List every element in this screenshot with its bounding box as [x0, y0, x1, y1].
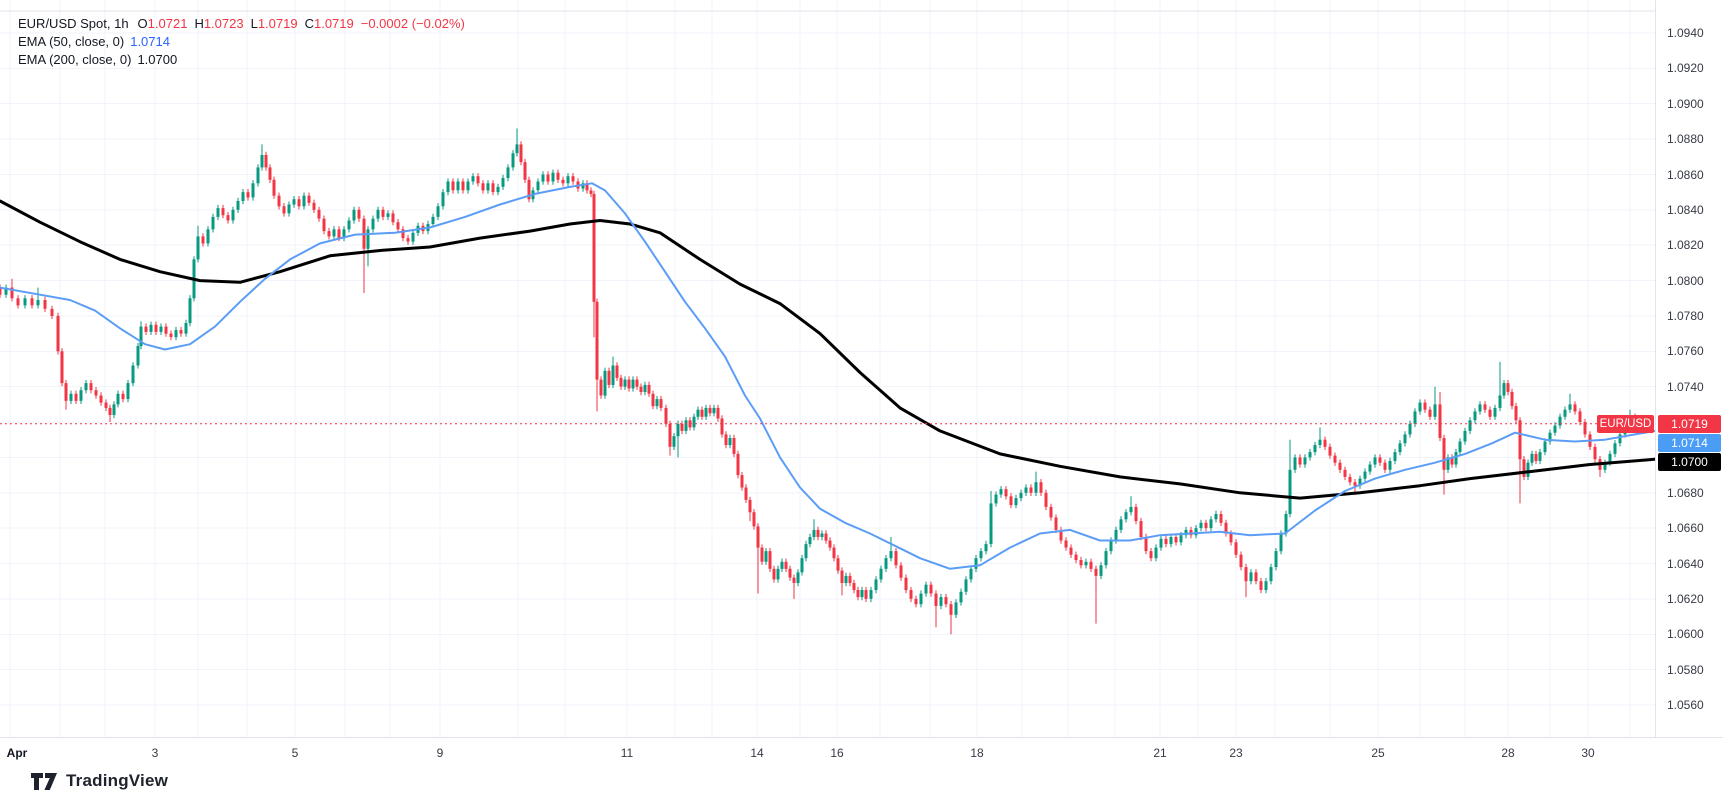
symbol-title: EUR/USD Spot, 1h — [18, 16, 129, 31]
candlestick-chart-canvas[interactable] — [0, 0, 1655, 737]
price-axis-label: 1.0900 — [1667, 96, 1704, 111]
price-axis-label: 1.0780 — [1667, 308, 1704, 323]
ema50-value: 1.0714 — [130, 34, 170, 49]
time-axis-label: 28 — [1501, 745, 1515, 760]
time-axis-label: 5 — [291, 745, 299, 760]
price-axis-label: 1.0940 — [1667, 26, 1704, 40]
time-axis-label: 14 — [750, 745, 764, 760]
open-value: 1.0721 — [147, 16, 188, 31]
price-axis-label: 1.0820 — [1667, 238, 1704, 253]
price-axis-label: 1.0920 — [1667, 61, 1704, 76]
low-value: 1.0719 — [257, 16, 298, 31]
close-label: C — [304, 16, 314, 31]
last-price-price-badge: 1.0719 — [1658, 414, 1721, 433]
ema200-price-badge: 1.0700 — [1658, 452, 1721, 471]
time-axis-label: 18 — [970, 745, 984, 760]
price-axis-label: 1.0800 — [1667, 273, 1704, 288]
time-axis-label: 25 — [1371, 745, 1385, 760]
price-axis-label: 1.0840 — [1667, 202, 1704, 217]
time-axis-label: Apr — [6, 745, 28, 760]
price-axis-label: 1.0740 — [1667, 379, 1704, 394]
ema200-line[interactable] — [0, 199, 1655, 500]
price-axis-label: 1.0560 — [1667, 698, 1704, 712]
time-axis-label: 11 — [620, 745, 634, 760]
ema200-value: 1.0700 — [137, 52, 178, 67]
price-axis-label: 1.0600 — [1667, 627, 1704, 642]
tradingview-attribution-text: TradingView — [66, 771, 169, 790]
legend-ema50-row[interactable]: EMA (50, close, 0) 1.0714 — [18, 33, 465, 51]
high-label: H — [194, 16, 204, 31]
price-axis-label: 1.0620 — [1667, 591, 1704, 606]
ema50-title: EMA (50, close, 0) — [18, 34, 125, 49]
time-axis-label: 9 — [436, 745, 444, 760]
legend-symbol-row[interactable]: EUR/USD Spot, 1h O1.0721 H1.0723 L1.0719 C1.… — [18, 15, 465, 33]
symbol-badge-text: EUR/USD — [1599, 417, 1652, 430]
time-axis-label: 21 — [1153, 745, 1167, 760]
time-axis-label: 30 — [1581, 745, 1595, 760]
legend-ema200-row[interactable]: EMA (200, close, 0) 1.0700 — [18, 51, 465, 69]
change-value: −0.0002 (−0.02%) — [360, 16, 465, 31]
chart-plot-area[interactable]: EUR/USD Spot, 1h O1.0721 H1.0723 L1.0719 C1.… — [0, 0, 1655, 737]
low-label: L — [250, 16, 258, 31]
candles-layer — [0, 128, 1654, 635]
open-label: O — [137, 16, 148, 31]
price-axis-label: 1.0760 — [1667, 344, 1704, 359]
price-axis-label: 1.0640 — [1667, 556, 1704, 571]
chart-legend: EUR/USD Spot, 1h O1.0721 H1.0723 L1.0719 C1.… — [18, 15, 465, 69]
price-axis-label: 1.0860 — [1667, 167, 1704, 182]
price-axis-label: 1.0880 — [1667, 132, 1704, 147]
price-axis-label: 1.0680 — [1667, 485, 1704, 500]
tradingview-logo-icon — [31, 772, 57, 790]
last-price-symbol-badge: EUR/USD — [1597, 414, 1654, 433]
ema200-title: EMA (200, close, 0) — [18, 52, 132, 67]
ema50-line[interactable] — [0, 182, 1655, 570]
high-value: 1.0723 — [203, 16, 244, 31]
ema50-price-badge: 1.0714 — [1658, 433, 1721, 452]
close-value: 1.0719 — [313, 16, 354, 31]
price-axis-label: 1.0580 — [1667, 662, 1704, 677]
tradingview-attribution[interactable]: TradingView — [30, 771, 168, 791]
time-axis-label: 3 — [151, 745, 159, 760]
time-axis-label: 16 — [830, 745, 844, 760]
price-axis[interactable]: 1.0940 1.0920 1.0900 1.0880 1.0860 1.0840 1.08… — [1655, 0, 1723, 737]
price-axis-label: 1.0660 — [1667, 521, 1704, 536]
time-axis[interactable]: Apr 3 5 9 11 14 16 18 21 23 25 28 30 — [0, 737, 1723, 767]
time-axis-label: 23 — [1229, 745, 1243, 760]
